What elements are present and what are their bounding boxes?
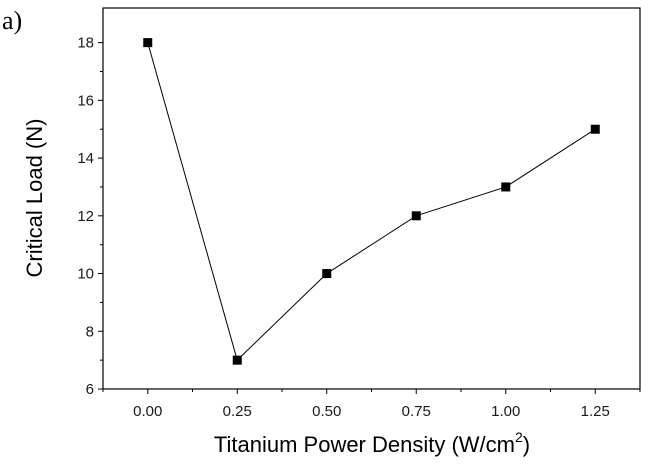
x-axis-title-suffix: ) xyxy=(523,432,530,457)
x-tick-label: 0.25 xyxy=(223,403,252,420)
y-tick-label: 14 xyxy=(77,150,94,167)
series-markers xyxy=(143,38,600,365)
series-line xyxy=(147,42,596,362)
y-tick-label: 12 xyxy=(77,208,94,225)
data-point-marker xyxy=(590,124,600,134)
y-tick-label: 18 xyxy=(77,35,94,52)
data-point-marker xyxy=(232,355,242,365)
y-tick-label: 8 xyxy=(86,323,94,340)
y-tick-label: 16 xyxy=(77,92,94,109)
data-point-marker xyxy=(143,38,153,48)
panel-label: a) xyxy=(2,6,23,35)
x-axis: 0.00 0.25 0.50 0.75 1.00 1.25 xyxy=(102,389,641,420)
x-axis-title: Titanium Power Density (W/cm2) xyxy=(214,429,530,457)
plot-area-frame xyxy=(102,7,641,390)
data-point-marker xyxy=(322,269,332,279)
y-tick-label: 10 xyxy=(77,266,94,283)
y-axis: 6 8 10 12 14 16 18 xyxy=(77,35,103,398)
data-point-marker xyxy=(501,182,511,192)
x-axis-title-main: Titanium Power Density (W/cm xyxy=(214,432,515,457)
x-tick-label: 0.50 xyxy=(312,403,341,420)
x-tick-label: 1.00 xyxy=(491,403,520,420)
data-point-marker xyxy=(411,211,421,221)
x-tick-label: 0.75 xyxy=(402,403,431,420)
x-axis-title-superscript: 2 xyxy=(515,429,523,445)
x-tick-label: 1.25 xyxy=(581,403,610,420)
y-tick-label: 6 xyxy=(86,381,94,398)
x-tick-label: 0.00 xyxy=(133,403,162,420)
y-axis-title: Critical Load (N) xyxy=(22,119,47,278)
